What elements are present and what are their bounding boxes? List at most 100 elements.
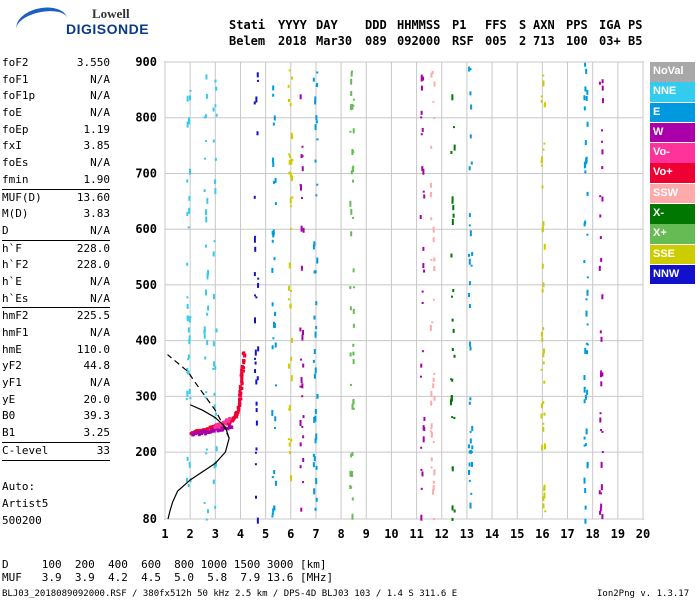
echo-dot xyxy=(256,72,259,78)
echo-dot xyxy=(432,383,435,389)
echo-stripe xyxy=(253,72,260,524)
echo-dot xyxy=(253,195,256,199)
param-row: foF1 N/A xyxy=(2,72,110,89)
echo-dot xyxy=(315,497,318,502)
echo-dot xyxy=(450,378,453,381)
echo-stripe xyxy=(203,74,210,521)
echo-dot xyxy=(543,492,546,499)
echo-dot xyxy=(314,331,317,338)
echo-dot xyxy=(257,282,260,288)
header-label: FFS xyxy=(485,18,507,32)
header-value: 03+ xyxy=(599,34,621,48)
param-value: 228.0 xyxy=(76,241,110,255)
header-value: 089 xyxy=(365,34,387,48)
echo-dot xyxy=(433,257,436,262)
echo-dot xyxy=(453,354,456,358)
echo-dot xyxy=(271,239,274,243)
echo-dot xyxy=(451,466,454,472)
echo-dot xyxy=(205,74,208,80)
legend-entry: X+ xyxy=(650,224,695,244)
echo-dot xyxy=(291,196,294,199)
echo-dot xyxy=(350,90,353,96)
echo-dot xyxy=(419,375,422,378)
echo-dot xyxy=(432,298,435,301)
param-value: N/A xyxy=(90,156,110,170)
echo-dot xyxy=(188,339,191,345)
echo-dot xyxy=(451,318,454,322)
echo-stripe xyxy=(312,71,319,511)
header-value: 092000 xyxy=(397,34,441,48)
echo-dot xyxy=(540,331,543,337)
echo-dot xyxy=(420,487,423,490)
echo-dot xyxy=(316,183,319,186)
echo-dot xyxy=(470,264,473,267)
echo-dot xyxy=(272,122,275,126)
echo-dot xyxy=(600,492,603,495)
echo-dot xyxy=(272,229,275,236)
echo-dot xyxy=(352,167,355,173)
echo-dot xyxy=(586,121,589,127)
y-tick-label: 800 xyxy=(135,111,157,125)
echo-dot xyxy=(254,294,257,297)
footer-info: BLJ03_2018089092000.RSF / 380fx512h 50 k… xyxy=(2,589,458,599)
echo-dot xyxy=(288,69,291,72)
trace-point xyxy=(234,414,238,418)
echo-dot xyxy=(254,451,257,454)
echo-dot xyxy=(315,465,318,470)
trace-point xyxy=(216,424,220,428)
trace-point xyxy=(240,368,244,372)
trace-point xyxy=(240,379,244,383)
echo-dot xyxy=(543,103,546,108)
echo-dot xyxy=(430,145,433,149)
echo-dot xyxy=(432,480,435,484)
param-value: 33 xyxy=(96,443,110,457)
echo-dot xyxy=(430,391,433,398)
echo-dot xyxy=(542,80,545,87)
echo-dot xyxy=(351,149,354,156)
trace-point xyxy=(228,420,232,424)
echo-dot xyxy=(468,258,471,265)
echo-dot xyxy=(352,128,355,134)
echo-dot xyxy=(469,449,472,454)
legend-entry: W xyxy=(650,122,695,143)
param-value: 20.0 xyxy=(83,392,111,406)
param-value: 3.85 xyxy=(83,139,111,153)
echo-dot xyxy=(584,170,587,174)
echo-dot xyxy=(468,66,471,72)
echo-dot xyxy=(271,230,274,235)
echo-dot xyxy=(204,396,207,399)
param-value: 44.8 xyxy=(83,359,111,373)
echo-dot xyxy=(598,81,601,85)
param-label: M(D) xyxy=(2,207,29,221)
echo-dot xyxy=(433,469,436,476)
param-label: yE xyxy=(2,392,16,406)
trace-point xyxy=(194,432,198,436)
y-tick-label: 300 xyxy=(135,389,157,403)
echo-dot xyxy=(350,208,353,215)
echo-dot xyxy=(541,186,544,189)
echo-dot xyxy=(542,401,545,405)
echo-dot xyxy=(600,140,603,143)
echo-dot xyxy=(422,436,425,443)
trace-point xyxy=(238,385,242,389)
echo-dot xyxy=(600,370,603,373)
echo-dot xyxy=(468,213,471,218)
header-label: S xyxy=(519,18,527,32)
echo-dot xyxy=(352,323,355,328)
param-value: 3.25 xyxy=(83,426,111,440)
echo-dot xyxy=(290,375,293,382)
echo-dot xyxy=(300,197,303,200)
echo-dot xyxy=(468,281,471,286)
trace-point xyxy=(238,401,242,405)
header-label: YYYY xyxy=(278,18,307,32)
echo-dot xyxy=(212,139,215,143)
muf-row: MUF 3.9 3.9 4.2 4.5 5.0 5.8 7.9 13.6 [MH… xyxy=(2,571,334,584)
header-label: PS xyxy=(628,18,643,32)
echo-dot xyxy=(300,184,303,191)
trace-point xyxy=(214,427,218,431)
echo-dot xyxy=(213,294,216,300)
echo-dot xyxy=(469,346,472,351)
echo-dot xyxy=(450,253,453,258)
echo-dot xyxy=(540,403,543,409)
echo-dot xyxy=(290,337,293,343)
